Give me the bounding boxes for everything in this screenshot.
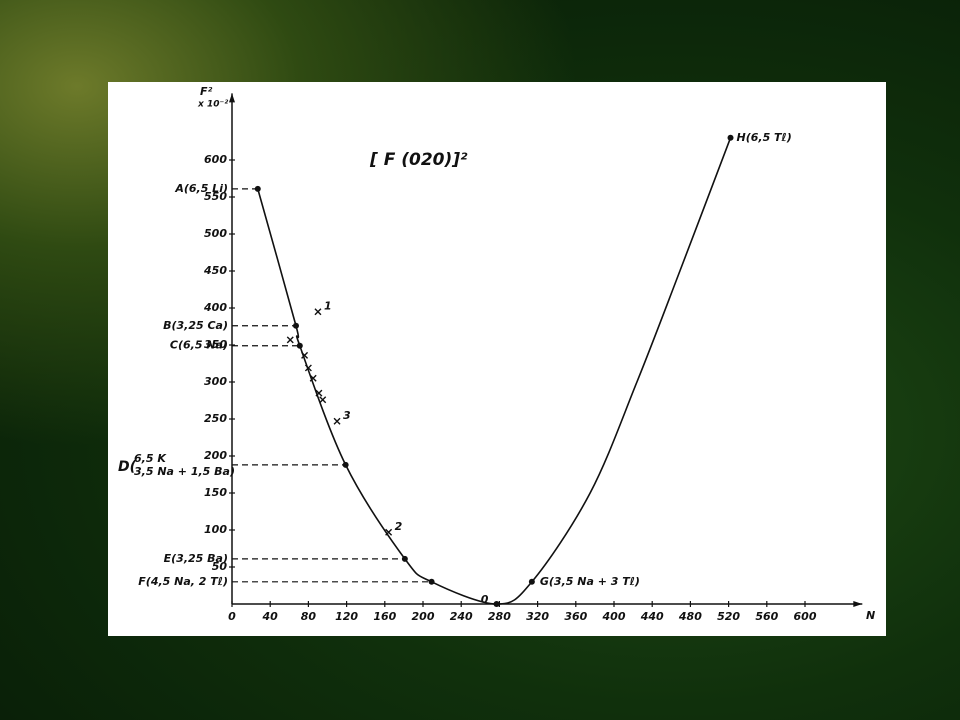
cross-stroke: [304, 364, 312, 372]
y-tick-label: 450: [203, 264, 227, 277]
x-axis-arrow: [853, 601, 863, 607]
x-axis-label: N: [866, 609, 875, 622]
point-sublabel: 6,5 K: [134, 452, 167, 465]
cross-marker: [301, 351, 309, 359]
cross-marker: [309, 374, 317, 382]
point-label: C(6,5 Na): [170, 339, 228, 352]
y-axis-label: F²: [200, 85, 213, 98]
y-tick-label: 350: [204, 338, 227, 351]
data-point: [342, 461, 349, 468]
x-tick-label: 80: [301, 610, 317, 623]
chart-panel: [108, 82, 886, 636]
point-label: E(3,25 Ba): [164, 552, 228, 565]
y-tick-label: 50: [212, 560, 228, 573]
cross-stroke: [315, 389, 323, 397]
y-axis-unit: x 10⁻²: [197, 100, 228, 110]
x-tick-label: 240: [450, 610, 473, 623]
x-tick-label: 560: [755, 610, 778, 623]
cross-stroke: [314, 308, 322, 316]
cross-label: 1: [324, 300, 332, 313]
cross-marker: [385, 528, 393, 536]
y-tick-label: 600: [204, 153, 227, 166]
x-tick-label: 480: [678, 610, 702, 623]
y-tick-label: 200: [204, 449, 227, 462]
x-tick-label: 120: [335, 610, 358, 623]
y-tick-label: 400: [203, 301, 227, 314]
cross-marker: [333, 417, 341, 425]
x-tick-label: 200: [412, 610, 435, 623]
x-tick-label: 160: [373, 610, 396, 623]
chart-title: [ F (020)]²: [369, 150, 468, 170]
cross-marker: [315, 389, 323, 397]
y-tick-label: 100: [204, 523, 227, 536]
y-axis-arrow: [229, 93, 235, 103]
data-point: [428, 578, 435, 585]
data-point: [727, 134, 734, 141]
data-point: [493, 601, 500, 607]
data-point: [401, 555, 408, 562]
cross-label: 2: [395, 520, 403, 533]
x-tick-label: 520: [717, 610, 740, 623]
point-sublabel: 3,5 Na + 1,5 Ba): [134, 465, 235, 478]
cross-stroke: [319, 396, 327, 404]
data-point: [296, 342, 303, 349]
y-tick-label: 150: [204, 486, 227, 499]
point-label: B(3,25 Ca): [163, 319, 228, 332]
data-point: [292, 322, 299, 329]
cross-stroke: [286, 336, 294, 344]
x-tick-label: 440: [640, 610, 664, 623]
cross-stroke: [301, 351, 309, 359]
data-point: [528, 578, 535, 585]
y-tick-label: 300: [204, 375, 227, 388]
x-tick-label: 0: [228, 610, 236, 623]
cross-stroke: [309, 374, 317, 382]
point-label: D(: [118, 459, 137, 475]
curve: [257, 137, 732, 605]
point-label: F(4,5 Na, 2 Tℓ): [138, 575, 228, 588]
x-tick-label: 320: [526, 610, 549, 623]
x-tick-label: 400: [602, 610, 626, 623]
x-tick-label: 360: [564, 610, 587, 623]
cross-marker: [304, 364, 312, 372]
cross-stroke: [333, 417, 341, 425]
cross-marker: [319, 396, 327, 404]
point-label: A(6,5 Li): [174, 182, 228, 195]
point-label: G(3,5 Na + 3 Tℓ): [540, 575, 640, 588]
y-tick-label: 550: [204, 190, 227, 203]
x-tick-label: 40: [262, 610, 279, 623]
cross-label: 3: [343, 409, 351, 422]
y-tick-label: 250: [204, 412, 227, 425]
y-tick-label: 500: [204, 227, 227, 240]
x-tick-label: 600: [794, 610, 817, 623]
cross-stroke: [385, 528, 393, 536]
cross-marker: [286, 336, 294, 344]
point-label: 0: [481, 593, 489, 606]
point-label: H(6,5 Tℓ): [737, 131, 792, 144]
data-point: [254, 185, 261, 192]
x-tick-label: 280: [488, 610, 511, 623]
cross-marker: [314, 308, 322, 316]
